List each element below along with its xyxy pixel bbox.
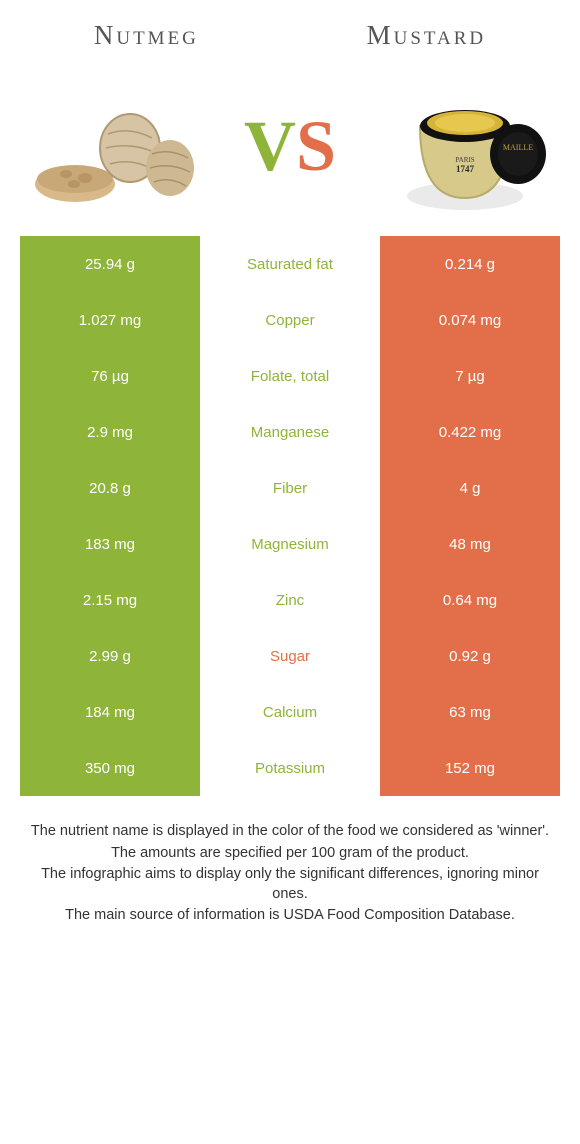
right-value: 4 g [380, 460, 560, 516]
table-row: 1.027 mgCopper0.074 mg [20, 292, 560, 348]
right-title: Mustard [367, 20, 487, 51]
table-row: 183 mgMagnesium48 mg [20, 516, 560, 572]
table-row: 2.99 gSugar0.92 g [20, 628, 560, 684]
right-value: 0.074 mg [380, 292, 560, 348]
left-value: 2.15 mg [20, 572, 200, 628]
nutrient-label: Zinc [200, 572, 380, 628]
left-value: 1.027 mg [20, 292, 200, 348]
footnote-line: The nutrient name is displayed in the co… [22, 822, 558, 842]
svg-text:PARIS: PARIS [455, 156, 474, 164]
left-value: 2.9 mg [20, 404, 200, 460]
table-row: 2.9 mgManganese0.422 mg [20, 404, 560, 460]
left-value: 76 µg [20, 348, 200, 404]
nutrient-label: Sugar [200, 628, 380, 684]
right-value: 0.92 g [380, 628, 560, 684]
left-value: 25.94 g [20, 236, 200, 292]
right-value: 152 mg [380, 740, 560, 796]
nutrient-label: Folate, total [200, 348, 380, 404]
left-value: 2.99 g [20, 628, 200, 684]
header: Nutmeg Mustard [0, 0, 580, 61]
footnotes: The nutrient name is displayed in the co… [0, 796, 580, 954]
vs-label: VS [244, 105, 336, 188]
right-value: 0.64 mg [380, 572, 560, 628]
right-value: 63 mg [380, 684, 560, 740]
table-row: 20.8 gFiber4 g [20, 460, 560, 516]
hero: VS MAILLE PARIS 1747 [0, 61, 580, 236]
table-row: 2.15 mgZinc0.64 mg [20, 572, 560, 628]
left-title: Nutmeg [94, 20, 199, 51]
nutrient-label: Copper [200, 292, 380, 348]
nutrient-label: Calcium [200, 684, 380, 740]
left-value: 350 mg [20, 740, 200, 796]
footnote-line: The infographic aims to display only the… [22, 865, 558, 904]
right-value: 48 mg [380, 516, 560, 572]
nutrient-label: Magnesium [200, 516, 380, 572]
comparison-table: 25.94 gSaturated fat0.214 g1.027 mgCoppe… [20, 236, 560, 796]
right-value: 0.214 g [380, 236, 560, 292]
left-value: 20.8 g [20, 460, 200, 516]
table-row: 25.94 gSaturated fat0.214 g [20, 236, 560, 292]
svg-text:MAILLE: MAILLE [503, 143, 533, 152]
table-row: 350 mgPotassium152 mg [20, 740, 560, 796]
table-row: 184 mgCalcium63 mg [20, 684, 560, 740]
nutrient-label: Saturated fat [200, 236, 380, 292]
table-row: 76 µgFolate, total7 µg [20, 348, 560, 404]
right-value: 7 µg [380, 348, 560, 404]
footnote-line: The main source of information is USDA F… [22, 906, 558, 926]
nutrient-label: Fiber [200, 460, 380, 516]
nutrient-label: Potassium [200, 740, 380, 796]
left-value: 183 mg [20, 516, 200, 572]
nutmeg-image [30, 76, 200, 216]
mustard-image: MAILLE PARIS 1747 [380, 76, 550, 216]
right-value: 0.422 mg [380, 404, 560, 460]
nutrient-label: Manganese [200, 404, 380, 460]
footnote-line: The amounts are specified per 100 gram o… [22, 844, 558, 864]
svg-text:1747: 1747 [456, 164, 475, 174]
left-value: 184 mg [20, 684, 200, 740]
vs-s: S [296, 105, 336, 188]
vs-v: V [244, 105, 296, 188]
